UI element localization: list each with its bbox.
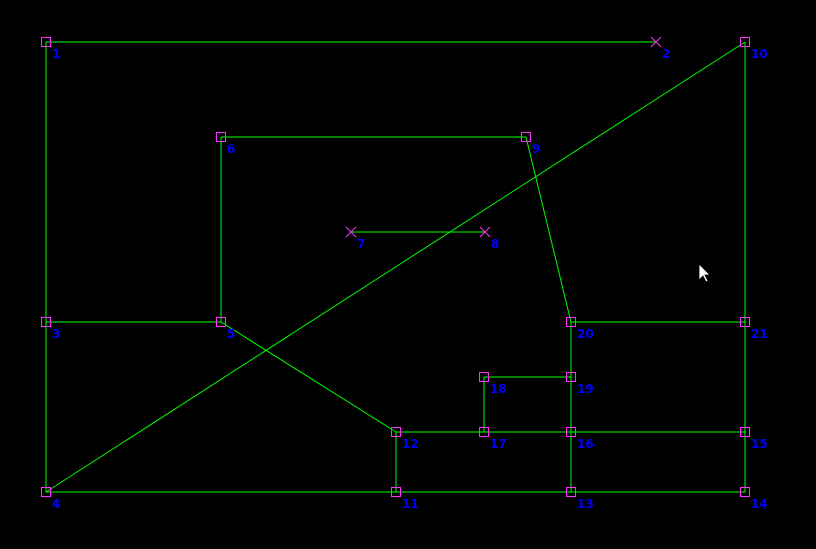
node-19-square-marker[interactable] [566, 372, 576, 382]
node-4-label: 4 [52, 497, 60, 511]
node-16-square-marker[interactable] [566, 427, 576, 437]
node-5-square-marker[interactable] [216, 317, 226, 327]
node-16-label: 16 [577, 437, 594, 451]
node-14-label: 14 [751, 497, 768, 511]
edges-layer [45, 41, 746, 493]
node-19-label: 19 [577, 382, 594, 396]
node-18-square-marker[interactable] [479, 372, 489, 382]
node-9-label: 9 [532, 142, 540, 156]
node-13-square-marker[interactable] [566, 487, 576, 497]
node-8-label: 8 [491, 237, 499, 251]
node-21-label: 21 [751, 327, 768, 341]
node-3-square-marker[interactable] [41, 317, 51, 327]
nodes-layer [41, 36, 750, 497]
edge-9-20[interactable] [525, 136, 572, 323]
node-20-square-marker[interactable] [566, 317, 576, 327]
node-14-square-marker[interactable] [740, 487, 750, 497]
node-2-cross-marker[interactable] [650, 36, 662, 48]
node-11-square-marker[interactable] [391, 487, 401, 497]
node-15-square-marker[interactable] [740, 427, 750, 437]
mouse-pointer-icon [698, 263, 711, 283]
node-20-label: 20 [577, 327, 594, 341]
node-10-square-marker[interactable] [740, 37, 750, 47]
node-7-label: 7 [357, 237, 365, 251]
node-17-label: 17 [490, 437, 507, 451]
node-1-square-marker[interactable] [41, 37, 51, 47]
node-1-label: 1 [52, 47, 60, 61]
node-15-label: 15 [751, 437, 768, 451]
node-17-square-marker[interactable] [479, 427, 489, 437]
node-5-label: 5 [227, 327, 235, 341]
node-2-label: 2 [662, 47, 670, 61]
edge-5-12[interactable] [220, 321, 397, 433]
node-13-label: 13 [577, 497, 594, 511]
node-6-square-marker[interactable] [216, 132, 226, 142]
edge-4-10[interactable] [45, 41, 746, 493]
node-11-label: 11 [402, 497, 419, 511]
node-9-square-marker[interactable] [521, 132, 531, 142]
node-21-square-marker[interactable] [740, 317, 750, 327]
node-8-cross-marker[interactable] [479, 226, 491, 238]
node-3-label: 3 [52, 327, 60, 341]
node-18-label: 18 [490, 382, 507, 396]
node-12-square-marker[interactable] [391, 427, 401, 437]
node-10-label: 10 [751, 47, 768, 61]
node-7-cross-marker[interactable] [345, 226, 357, 238]
node-12-label: 12 [402, 437, 419, 451]
node-4-square-marker[interactable] [41, 487, 51, 497]
node-6-label: 6 [227, 142, 235, 156]
